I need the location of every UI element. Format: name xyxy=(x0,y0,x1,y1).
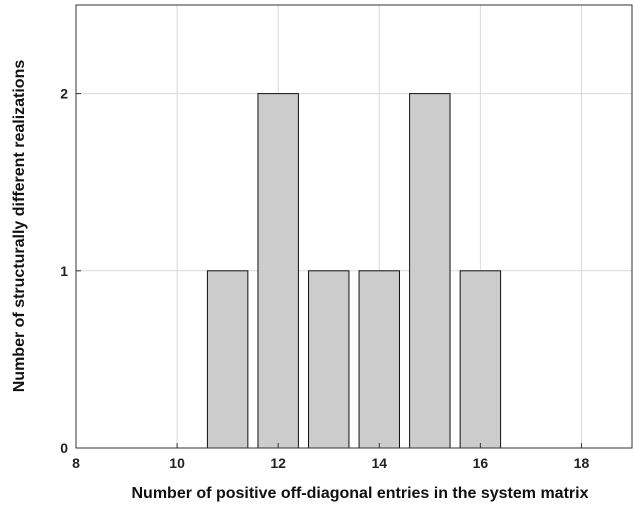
y-tick-label: 1 xyxy=(60,263,68,279)
bar xyxy=(459,270,502,449)
bar xyxy=(308,270,350,449)
x-tick-label: 18 xyxy=(574,455,590,471)
bar xyxy=(358,270,400,449)
x-tick-label: 8 xyxy=(72,455,80,471)
y-axis-title: Number of structurally different realiza… xyxy=(11,60,28,393)
x-tick-label: 16 xyxy=(473,455,489,471)
x-tick-label: 10 xyxy=(169,455,185,471)
y-ticks: 0 1 2 xyxy=(60,86,81,456)
plot-frame xyxy=(75,4,633,449)
y-tick-label: 2 xyxy=(60,86,68,102)
x-ticks: 8 10 12 14 16 18 xyxy=(72,443,589,471)
x-tick-label: 14 xyxy=(371,455,387,471)
bar xyxy=(206,270,249,449)
grid xyxy=(76,5,632,448)
bar xyxy=(409,93,451,449)
y-tick-label: 0 xyxy=(60,440,68,456)
x-axis-title: Number of positive off-diagonal entries … xyxy=(132,485,589,502)
bar xyxy=(257,93,299,449)
bars xyxy=(206,93,502,449)
x-tick-label: 12 xyxy=(270,455,286,471)
